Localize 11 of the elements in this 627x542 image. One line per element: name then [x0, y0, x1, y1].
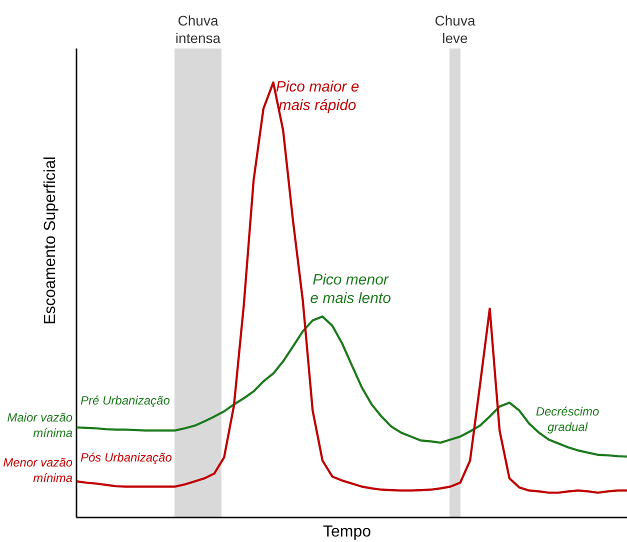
annotation: Pico maior e mais rápido [276, 78, 360, 114]
annotation: Pico menor e mais lento [310, 272, 391, 308]
x-axis-title: Tempo [322, 524, 372, 540]
series-label: Pré Urbanização [80, 394, 170, 408]
text: Chuva leve [434, 12, 476, 46]
annotation: Decréscimo gradual [536, 404, 600, 434]
y-axis-title: Escoamento Superficial [42, 156, 59, 325]
text: Chuva intensa [175, 12, 221, 46]
text: Menor vazão mínima [3, 456, 73, 485]
text: Maior vazão mínima [7, 410, 73, 440]
series-label: Pós Urbanização [80, 450, 172, 464]
